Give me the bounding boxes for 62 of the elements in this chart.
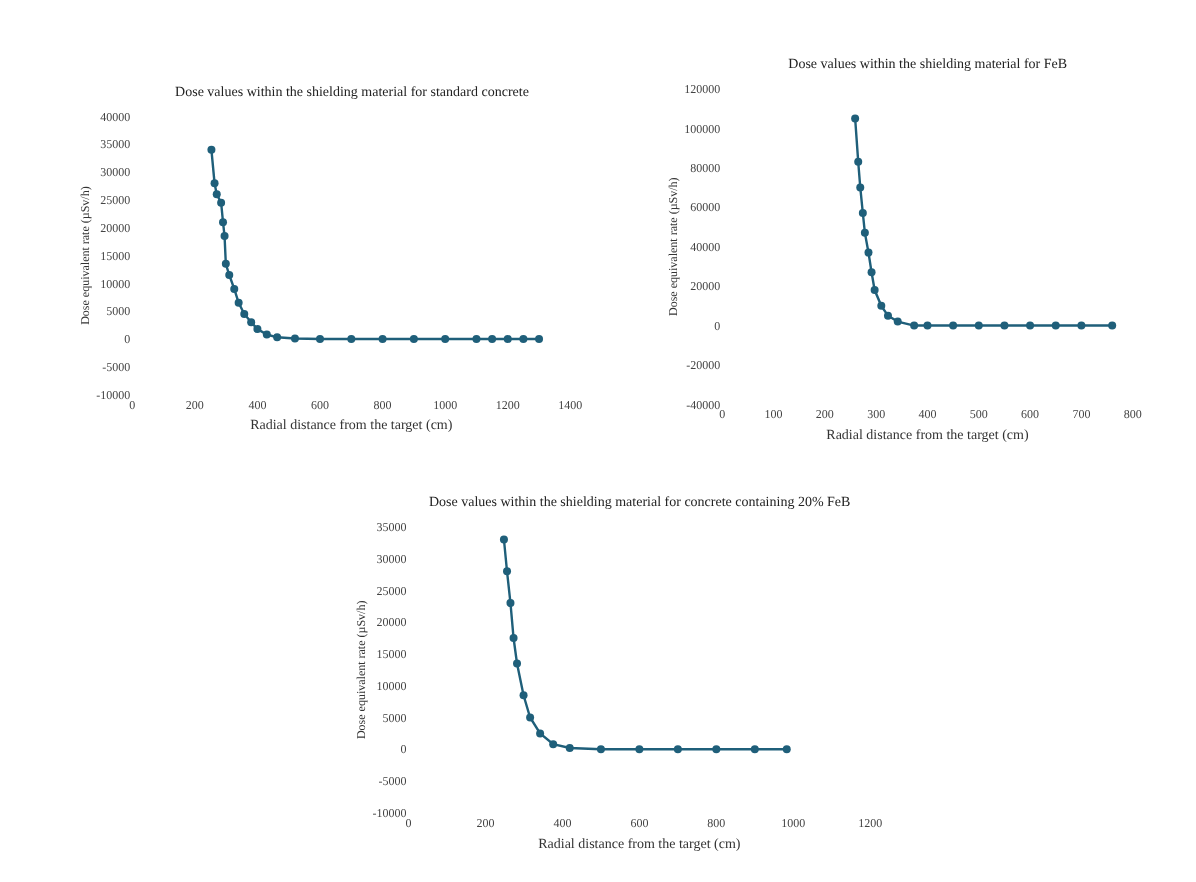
- point: [378, 334, 387, 343]
- point: [864, 248, 873, 257]
- point: [851, 114, 860, 123]
- point: [221, 259, 230, 268]
- point: [856, 183, 865, 192]
- point: [1000, 321, 1009, 330]
- point: [974, 321, 983, 330]
- point: [273, 333, 282, 342]
- point: [1077, 321, 1086, 330]
- point: [1051, 321, 1060, 330]
- point: [858, 209, 867, 218]
- point: [635, 745, 644, 754]
- point: [860, 228, 869, 237]
- point: [519, 691, 528, 700]
- point: [536, 729, 545, 738]
- point: [290, 334, 299, 343]
- point: [949, 321, 958, 330]
- point: [549, 740, 558, 749]
- point: [230, 284, 239, 293]
- point: [472, 334, 481, 343]
- point: [673, 745, 682, 754]
- point: [220, 232, 229, 241]
- point: [712, 745, 721, 754]
- point: [247, 318, 256, 327]
- point: [488, 334, 497, 343]
- point: [212, 190, 221, 199]
- point: [316, 334, 324, 343]
- point: [1108, 321, 1117, 330]
- point: [910, 321, 919, 330]
- point: [867, 268, 876, 277]
- point: [519, 334, 528, 343]
- point: [877, 301, 886, 310]
- point: [503, 334, 512, 343]
- point: [240, 309, 249, 318]
- point: [782, 745, 791, 754]
- point: [526, 713, 535, 722]
- point: [1026, 321, 1035, 330]
- point: [219, 218, 227, 227]
- point: [893, 317, 902, 326]
- point: [923, 321, 932, 330]
- point: [535, 334, 544, 343]
- point: [750, 745, 759, 754]
- point: [253, 324, 262, 333]
- point: [883, 311, 892, 320]
- point: [513, 659, 522, 668]
- point: [441, 334, 450, 343]
- point: [207, 145, 216, 154]
- point: [409, 334, 418, 343]
- point: [596, 745, 605, 754]
- point: [854, 157, 863, 166]
- point: [217, 198, 226, 207]
- point: [234, 298, 243, 307]
- point: [499, 535, 508, 544]
- point: [565, 744, 574, 753]
- point: [506, 599, 515, 608]
- point: [225, 271, 234, 280]
- point: [347, 334, 356, 343]
- point: [870, 286, 879, 295]
- point: [509, 634, 518, 643]
- point: [210, 179, 219, 188]
- point: [262, 330, 271, 339]
- point: [503, 567, 512, 576]
